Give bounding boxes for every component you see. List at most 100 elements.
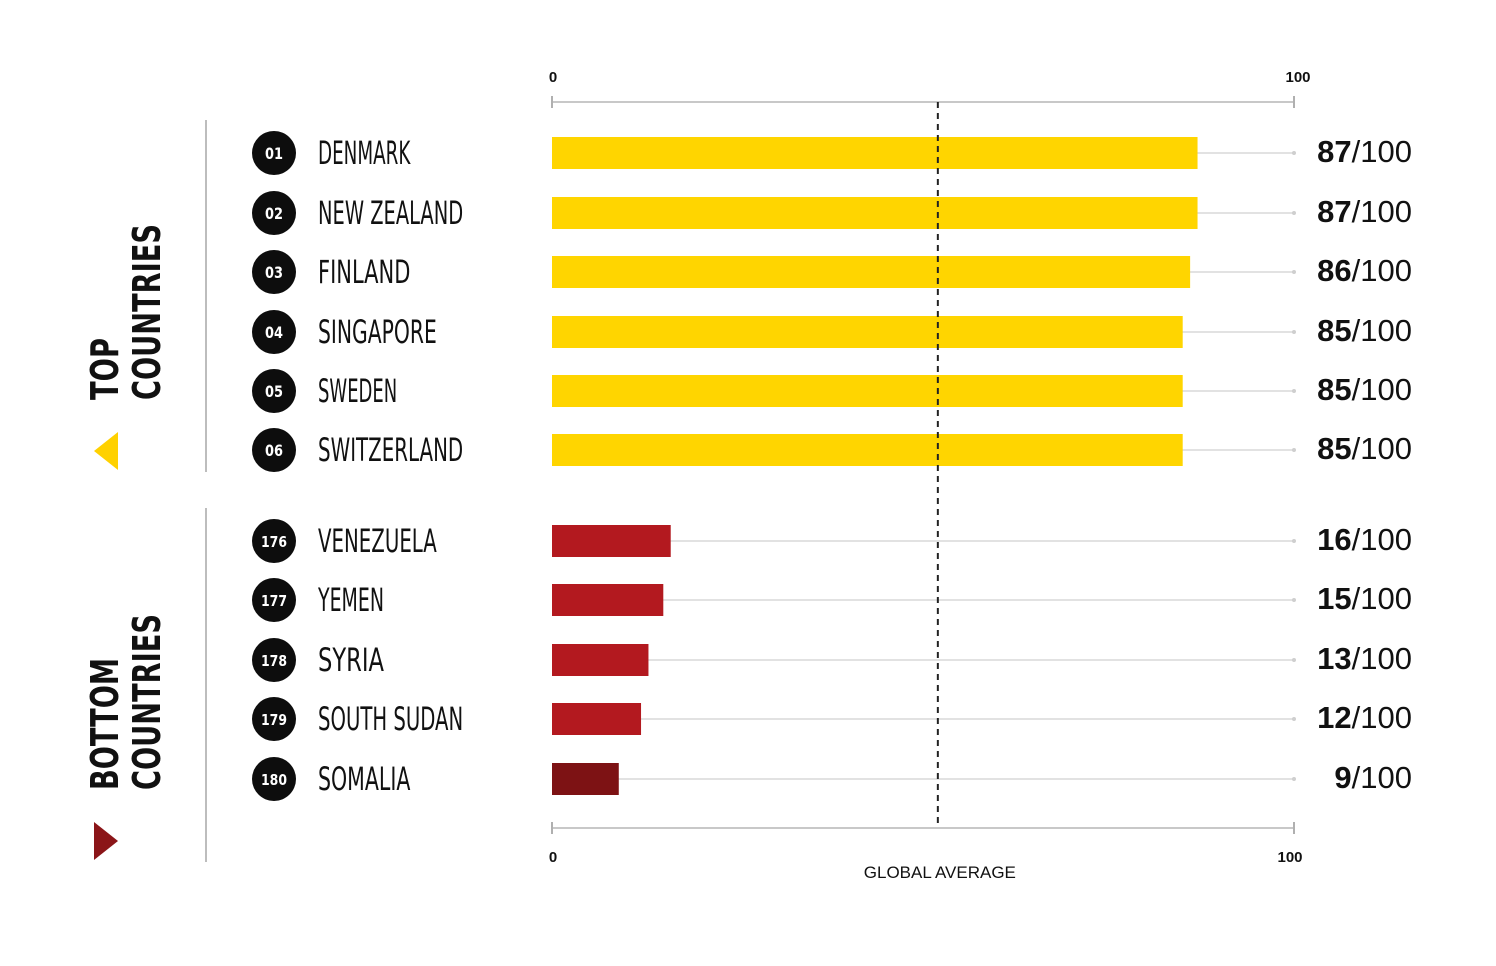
score-label: 16/100: [1317, 522, 1412, 557]
score-value: 87: [1317, 134, 1351, 169]
country-label: FINLAND: [318, 253, 410, 291]
rank-label: 178: [261, 652, 287, 670]
rank-badge: [252, 428, 296, 472]
row-guide-dot: [1292, 270, 1296, 274]
score-value: 16: [1317, 522, 1351, 557]
bar: [552, 525, 671, 557]
bar: [552, 137, 1198, 169]
group-label-line1-0: TOP: [83, 338, 127, 400]
rank-label: 177: [261, 592, 287, 610]
rank-label: 02: [265, 204, 283, 223]
row-guide-dot: [1292, 717, 1296, 721]
row-guide-dot: [1292, 448, 1296, 452]
bar: [552, 703, 642, 735]
bar: [552, 644, 649, 676]
group-label-line2-0: COUNTRIES: [125, 224, 169, 400]
bar: [552, 316, 1183, 348]
score-suffix: /100: [1352, 581, 1412, 616]
score-label: 9/100: [1334, 760, 1412, 795]
rank-badge: [252, 191, 296, 235]
rank-label: 179: [261, 711, 287, 729]
row-guide-dot: [1292, 389, 1296, 393]
bar: [552, 197, 1198, 229]
bar: [552, 256, 1191, 288]
score-suffix: /100: [1352, 700, 1412, 735]
rank-badge: [252, 250, 296, 294]
rank-label: 180: [261, 771, 287, 789]
rank-badge: [252, 578, 296, 622]
country-label: SINGAPORE: [318, 313, 437, 351]
global-average-label: GLOBAL AVERAGE: [864, 863, 1016, 882]
country-label: VENEZUELA: [318, 522, 437, 560]
rank-label: 06: [265, 441, 283, 460]
score-suffix: /100: [1352, 253, 1412, 288]
score-label: 85/100: [1317, 372, 1412, 407]
score-label: 87/100: [1317, 134, 1412, 169]
country-label: SWITZERLAND: [318, 431, 463, 469]
row-guide-dot: [1292, 211, 1296, 215]
rank-badge: [252, 369, 296, 413]
rank-badge: [252, 638, 296, 682]
bottom-axis-max-label: 100: [1277, 849, 1302, 866]
score-value: 85: [1317, 313, 1351, 348]
group-label-line1-1: BOTTOM: [83, 658, 127, 790]
score-value: 13: [1317, 641, 1351, 676]
top-axis-min-label: 0: [549, 69, 557, 86]
rank-label: 05: [265, 382, 283, 401]
score-value: 85: [1317, 431, 1351, 466]
group-label-line2-1: COUNTRIES: [125, 614, 169, 790]
row-guide-dot: [1292, 598, 1296, 602]
score-value: 87: [1317, 194, 1351, 229]
score-value: 86: [1317, 253, 1351, 288]
row-guide-dot: [1292, 151, 1296, 155]
score-suffix: /100: [1352, 194, 1412, 229]
bar: [552, 584, 664, 616]
score-label: 13/100: [1317, 641, 1412, 676]
row-guide-dot: [1292, 539, 1296, 543]
rank-label: 176: [261, 533, 287, 551]
top-axis-max-label: 100: [1285, 69, 1310, 86]
score-value: 12: [1317, 700, 1351, 735]
score-value: 85: [1317, 372, 1351, 407]
rank-badge: [252, 310, 296, 354]
rank-badge: [252, 519, 296, 563]
score-suffix: /100: [1352, 431, 1412, 466]
country-label: SYRIA: [318, 641, 384, 679]
country-label: DENMARK: [318, 134, 411, 172]
rank-badge: [252, 697, 296, 741]
bottom-axis-min-label: 0: [549, 849, 557, 866]
country-label: NEW ZEALAND: [318, 194, 463, 232]
score-suffix: /100: [1352, 134, 1412, 169]
row-guide-dot: [1292, 658, 1296, 662]
row-guide-dot: [1292, 777, 1296, 781]
rank-badge: [252, 131, 296, 175]
rank-label: 04: [265, 323, 283, 342]
triangle-left-icon: [94, 432, 118, 470]
score-suffix: /100: [1352, 760, 1412, 795]
country-label: YEMEN: [317, 581, 384, 619]
country-label: SOUTH SUDAN: [318, 700, 463, 738]
rank-label: 01: [265, 144, 283, 163]
bar: [552, 375, 1183, 407]
score-label: 87/100: [1317, 194, 1412, 229]
score-suffix: /100: [1352, 372, 1412, 407]
score-label: 15/100: [1317, 581, 1412, 616]
bar: [552, 763, 619, 795]
rank-label: 03: [265, 263, 283, 282]
country-label: SOMALIA: [318, 760, 410, 798]
score-label: 12/100: [1317, 700, 1412, 735]
bar: [552, 434, 1183, 466]
score-suffix: /100: [1352, 313, 1412, 348]
rank-badge: [252, 757, 296, 801]
score-label: 85/100: [1317, 431, 1412, 466]
score-suffix: /100: [1352, 641, 1412, 676]
score-value: 15: [1317, 581, 1351, 616]
triangle-right-icon: [94, 822, 118, 860]
country-label: SWEDEN: [318, 372, 397, 410]
score-label: 86/100: [1317, 253, 1412, 288]
row-guide-dot: [1292, 330, 1296, 334]
score-label: 85/100: [1317, 313, 1412, 348]
score-value: 9: [1334, 760, 1351, 795]
